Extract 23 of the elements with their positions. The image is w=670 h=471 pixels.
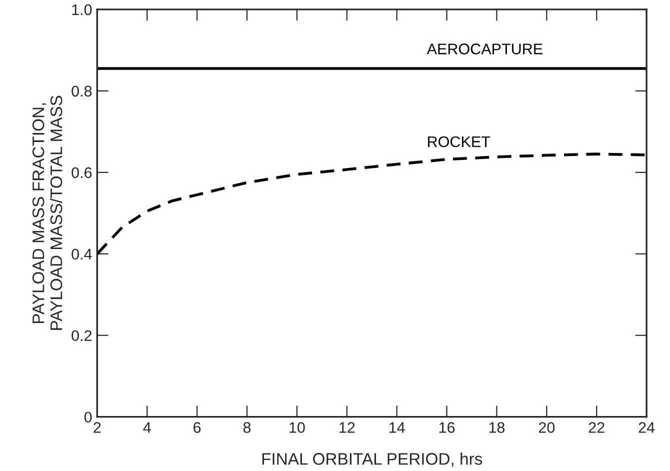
- x-tick-label: 20: [538, 422, 555, 433]
- line-series: [97, 152, 647, 256]
- x-tick-label: 4: [143, 422, 151, 433]
- series-label: ROCKET: [428, 136, 490, 148]
- x-tick-label: 18: [489, 422, 505, 433]
- y-tick-label: 0.4: [72, 248, 92, 260]
- x-tick-label: 10: [290, 422, 305, 433]
- x-tick-label: 22: [588, 422, 604, 433]
- y-tick-label: 0.8: [72, 86, 92, 97]
- y-axis-title: PAYLOAD MASS FRACTION, PAYLOAD MASS/TOTAL MASS: [32, 96, 62, 330]
- x-tick-label: 14: [389, 422, 405, 433]
- y-tick-label: 0.6: [72, 167, 92, 178]
- x-tick-label: 24: [638, 422, 655, 433]
- x-tick-label: 6: [194, 422, 201, 433]
- x-axis-title: FINAL ORBITAL PERIOD, hrs: [262, 452, 482, 467]
- series-label: AEROCAPTURE: [426, 44, 542, 54]
- x-tick-label: 8: [243, 422, 251, 433]
- y-tick-label: 1.0: [72, 4, 92, 16]
- y-tick-label: 0.2: [72, 330, 92, 342]
- y-tick-label: 0: [84, 412, 92, 423]
- x-tick-label: 16: [439, 422, 455, 433]
- x-tick-label: 2: [94, 422, 101, 433]
- x-tick-label: 12: [340, 422, 355, 433]
